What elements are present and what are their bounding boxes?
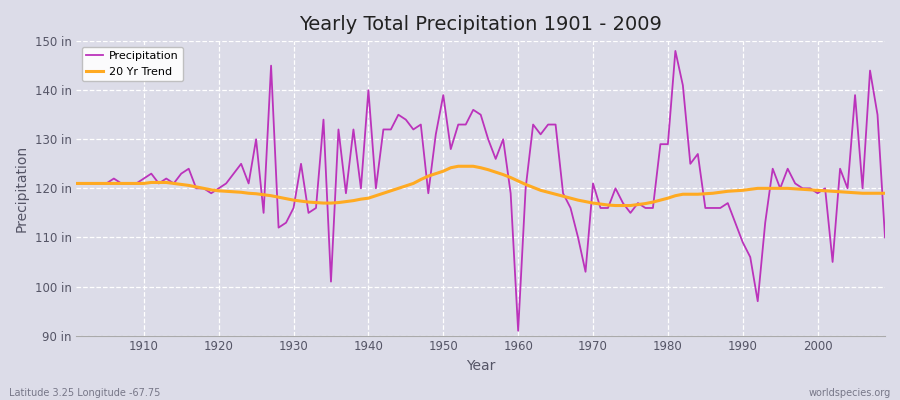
Precipitation	[610, 186, 621, 191]
Precipitation	[879, 235, 890, 240]
Precipitation	[340, 191, 351, 196]
Legend: Precipitation, 20 Yr Trend: Precipitation, 20 Yr Trend	[82, 47, 183, 81]
Title: Yearly Total Precipitation 1901 - 2009: Yearly Total Precipitation 1901 - 2009	[300, 15, 662, 34]
Precipitation	[513, 328, 524, 333]
20 Yr Trend	[453, 164, 464, 169]
20 Yr Trend	[295, 199, 306, 204]
Precipitation	[505, 191, 516, 196]
20 Yr Trend	[520, 182, 531, 187]
Precipitation	[670, 48, 680, 53]
Line: 20 Yr Trend: 20 Yr Trend	[76, 166, 885, 206]
20 Yr Trend	[610, 203, 621, 208]
20 Yr Trend	[513, 178, 524, 183]
20 Yr Trend	[879, 191, 890, 196]
Precipitation	[520, 186, 531, 191]
Precipitation	[71, 181, 82, 186]
20 Yr Trend	[130, 181, 141, 186]
20 Yr Trend	[71, 181, 82, 186]
X-axis label: Year: Year	[466, 359, 495, 373]
Text: worldspecies.org: worldspecies.org	[809, 388, 891, 398]
20 Yr Trend	[340, 199, 351, 204]
Line: Precipitation: Precipitation	[76, 51, 885, 331]
Text: Latitude 3.25 Longitude -67.75: Latitude 3.25 Longitude -67.75	[9, 388, 160, 398]
Precipitation	[295, 162, 306, 166]
Y-axis label: Precipitation: Precipitation	[15, 145, 29, 232]
20 Yr Trend	[617, 203, 628, 208]
Precipitation	[130, 181, 141, 186]
